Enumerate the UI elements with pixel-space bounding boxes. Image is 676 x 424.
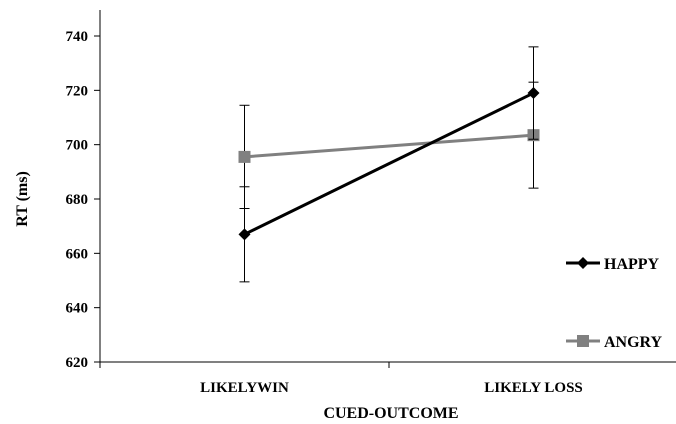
- data-point-square: [238, 150, 251, 163]
- legend-marker: [577, 335, 589, 347]
- y-tick-label: 620: [66, 355, 89, 371]
- y-tick-label: 720: [66, 83, 89, 99]
- y-tick-label: 740: [66, 29, 89, 45]
- data-point-diamond: [238, 228, 251, 241]
- legend-label: HAPPY: [604, 256, 660, 273]
- data-point-diamond: [527, 87, 540, 100]
- legend-marker: [577, 257, 589, 269]
- legend-item-angry: ANGRY: [566, 334, 663, 351]
- y-axis-title: RT (ms): [14, 171, 31, 227]
- series-happy: [238, 46, 540, 283]
- y-tick-label: 640: [66, 301, 89, 317]
- legend: HAPPY ANGRY: [566, 256, 663, 351]
- legend-label: ANGRY: [604, 334, 663, 351]
- series-angry: [238, 81, 540, 210]
- y-tick-label: 680: [66, 192, 89, 208]
- series-line: [243, 91, 535, 236]
- series-layer: [238, 46, 540, 283]
- x-ticks: LIKELYWIN LIKELY LOSS: [99, 362, 583, 396]
- series-line: [244, 133, 534, 159]
- legend-item-happy: HAPPY: [566, 256, 660, 273]
- x-axis-title: CUED-OUTCOME: [323, 405, 458, 422]
- y-tick-label: 660: [66, 246, 89, 262]
- axes: [99, 10, 676, 363]
- x-tick-label: LIKELY LOSS: [484, 380, 583, 396]
- y-ticks: 620 640 660 680 700 720 740: [66, 29, 100, 371]
- x-tick-label: LIKELYWIN: [200, 380, 289, 396]
- y-tick-label: 700: [66, 138, 89, 154]
